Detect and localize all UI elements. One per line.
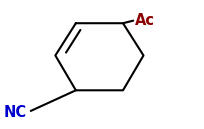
Text: NC: NC [4,105,27,120]
Text: Ac: Ac [135,13,155,28]
